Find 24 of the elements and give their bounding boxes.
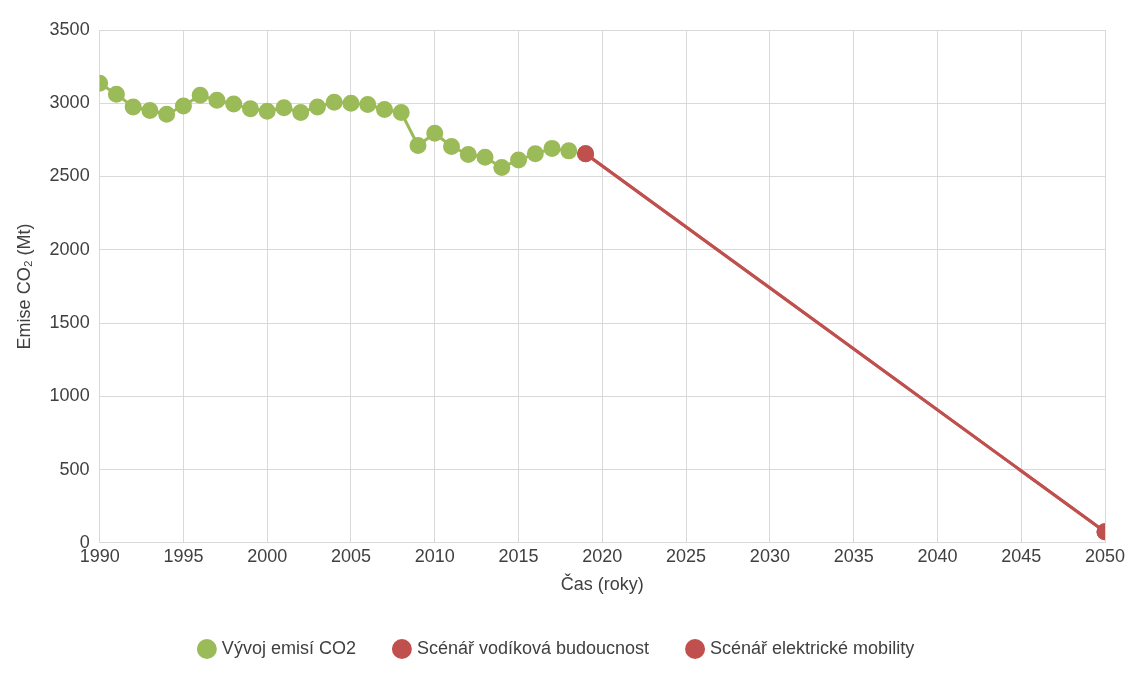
- x-tick-label: 2015: [498, 545, 539, 566]
- y-tick-label: 3500: [49, 18, 90, 39]
- legend-label: Scénář vodíková budoucnost: [416, 637, 650, 658]
- y-axis-title: Emise CO₂ (Mt): [13, 223, 34, 350]
- x-axis-title: Čas (roky): [560, 573, 644, 595]
- legend-label: Scénář elektrické mobility: [710, 637, 915, 658]
- x-tick-label: 2000: [247, 545, 288, 566]
- y-tick-label: 1500: [49, 312, 90, 332]
- x-tick-label: 2045: [1001, 545, 1042, 566]
- y-tick-label: 3000: [49, 92, 90, 113]
- y-tick-label: 2500: [49, 165, 90, 186]
- x-tick-label: 2030: [749, 545, 790, 566]
- y-tick-label: 2000: [49, 238, 90, 259]
- x-tick-label: 2050: [1084, 545, 1126, 566]
- x-tick-label: 2005: [330, 545, 372, 566]
- x-tick-label: 2010: [414, 545, 455, 566]
- x-tick-label: 2040: [917, 545, 958, 566]
- x-tick-label: 2025: [666, 545, 707, 566]
- x-tick-label: 2020: [582, 545, 623, 566]
- y-tick-label: 500: [59, 458, 90, 479]
- legend-label: Vývoj emisí CO2: [221, 637, 356, 658]
- x-tick-label: 1995: [163, 545, 204, 566]
- y-tick-label: 1000: [49, 385, 90, 406]
- x-tick-label: 2035: [833, 545, 874, 566]
